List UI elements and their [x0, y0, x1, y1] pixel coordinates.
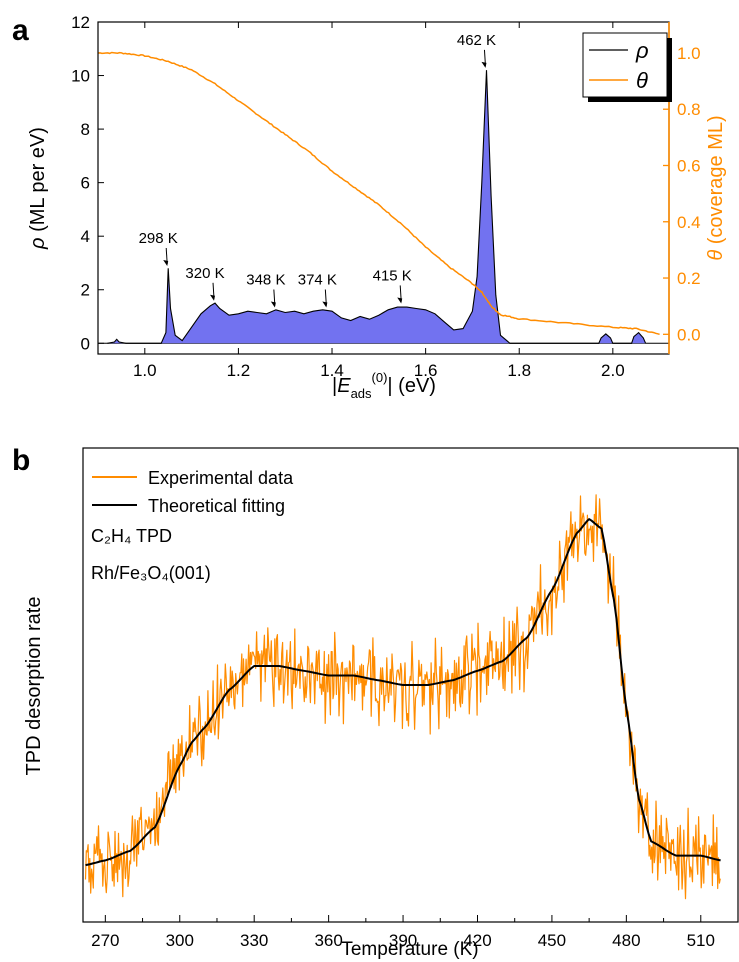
y2-tick-label: 1.0	[677, 44, 701, 63]
panel-b-frame	[82, 447, 739, 923]
peak-label: 348 K	[246, 271, 285, 288]
panel-b-note-species: C₂H₄ TPD	[91, 526, 172, 546]
peak-label: 298 K	[139, 230, 178, 247]
panel-a-x-ticks: 1.0 1.2 1.4 1.6 1.8 2.0	[133, 22, 625, 380]
x-tick-label: 2.0	[601, 361, 625, 380]
peak-arrowhead	[397, 297, 403, 304]
panel-b-x-label: Temperature (K)	[341, 939, 478, 960]
y2-tick-label: 0.0	[677, 325, 701, 344]
y-tick-label: 10	[71, 67, 90, 86]
peak-arrowhead	[163, 259, 169, 266]
panel-b-x-ticks: 270 300 330 360 390 420 450 480 510	[91, 915, 739, 950]
x-tick-label: 480	[612, 931, 640, 950]
fit-series	[85, 518, 721, 867]
panel-a-y-label: ρ (ML per eV)	[27, 127, 49, 250]
legend-box	[582, 32, 668, 98]
y-tick-label: 2	[81, 281, 90, 300]
panel-a-y2-label: θ (coverage ML)	[705, 115, 727, 260]
x-tick-label: 450	[538, 931, 566, 950]
x-tick-label: 420	[463, 931, 491, 950]
peak-label: 462 K	[457, 32, 496, 49]
y-tick-label: 4	[81, 227, 90, 246]
panel-b-plot	[84, 494, 721, 900]
x-tick-label: 1.2	[227, 361, 251, 380]
y2-tick-label: 0.6	[677, 156, 701, 175]
panel-a-legend: ρ θ	[582, 32, 672, 102]
peak-arrowhead	[481, 61, 487, 68]
peak-annotations: 298 K 320 K 348 K 374 K 415 K 462 K	[139, 32, 496, 308]
peak-arrowhead	[322, 301, 328, 308]
peak-label: 320 K	[185, 265, 224, 282]
panel-b-label: b	[12, 444, 30, 477]
peak-arrowhead	[270, 301, 276, 308]
legend-rho-label: ρ	[635, 38, 649, 63]
panel-b-y-label: TPD desorption rate	[23, 597, 45, 776]
theta-line	[97, 51, 660, 336]
x-tick-label: 390	[389, 931, 417, 950]
panel-a-y-ticks: 0 2 4 6 8 10 12	[71, 13, 104, 353]
fit-line	[85, 518, 721, 867]
panel-a-plot: 298 K 320 K 348 K 374 K 415 K 462 K	[97, 32, 669, 344]
panel-a-x-label: |Eads(0)| (eV)	[332, 370, 436, 401]
theta-series	[97, 51, 660, 336]
rho-area	[107, 70, 646, 344]
y-tick-label: 12	[71, 13, 90, 32]
x-tick-label: 1.8	[507, 361, 531, 380]
y2-tick-label: 0.4	[677, 213, 701, 232]
x-tick-label: 1.4	[320, 361, 344, 380]
peak-label: 415 K	[373, 267, 412, 284]
y2-tick-label: 0.2	[677, 269, 701, 288]
y-tick-label: 0	[81, 334, 90, 353]
legend-fit-label: Theoretical fitting	[148, 496, 285, 516]
x-tick-label: 330	[240, 931, 268, 950]
peak-arrowhead	[210, 294, 216, 301]
panel-a-label: a	[12, 14, 29, 47]
panel-b-note-surface: Rh/Fe₃O₄(001)	[91, 563, 211, 583]
rho-series	[98, 70, 669, 344]
x-tick-label: 510	[687, 931, 715, 950]
panel-a-y2-ticks: 0.0 0.2 0.4 0.6 0.8 1.0	[663, 44, 701, 344]
x-tick-label: 360	[314, 931, 342, 950]
y2-tick-label: 0.8	[677, 100, 701, 119]
legend-experimental-label: Experimental data	[148, 468, 294, 488]
x-tick-label: 1.0	[133, 361, 157, 380]
legend-theta-label: θ	[636, 68, 648, 93]
x-tick-label: 270	[91, 931, 119, 950]
peak-label: 374 K	[298, 271, 337, 288]
y-tick-label: 8	[81, 120, 90, 139]
x-tick-label: 300	[166, 931, 194, 950]
rho-line	[107, 70, 647, 344]
x-tick-label: 1.6	[414, 361, 438, 380]
y-tick-label: 6	[81, 174, 90, 193]
panel-b-legend: Experimental data Theoretical fitting	[92, 468, 294, 516]
